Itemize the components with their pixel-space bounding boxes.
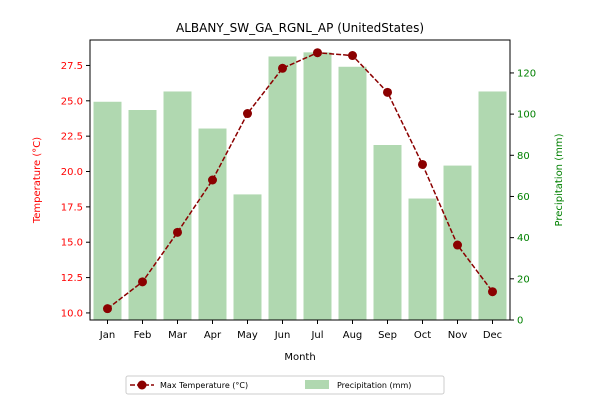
y-left-tick-label: 10.0 bbox=[61, 308, 83, 319]
temperature-line bbox=[107, 51, 494, 310]
x-tick-label-nov: Nov bbox=[448, 330, 468, 341]
y-left-tick-label: 15.0 bbox=[61, 238, 83, 249]
temperature-point-apr bbox=[208, 175, 217, 185]
x-tick-label-feb: Feb bbox=[134, 330, 152, 341]
precipitation-bar-apr bbox=[198, 128, 227, 320]
precipitation-bar-mar bbox=[163, 91, 192, 321]
temperature-point-feb bbox=[138, 277, 147, 287]
x-axis-label: Month bbox=[284, 352, 315, 363]
y-left-tick-label: 22.5 bbox=[61, 132, 83, 143]
y-left-tick-label: 17.5 bbox=[61, 202, 83, 213]
x-tick-label-jan: Jan bbox=[99, 330, 115, 341]
x-tick-label-may: May bbox=[237, 330, 258, 341]
legend-temperature-marker bbox=[137, 380, 147, 390]
plot-frame bbox=[89, 39, 511, 321]
y-right-tick-label: 120 bbox=[517, 68, 536, 79]
precipitation-bar-jul bbox=[303, 52, 332, 321]
x-tick-label-sep: Sep bbox=[378, 330, 397, 341]
precipitation-bar-jan bbox=[93, 101, 122, 320]
legend-temperature-label: Max Temperature (°C) bbox=[160, 381, 248, 390]
x-tick-label-aug: Aug bbox=[343, 330, 363, 341]
precipitation-bar-oct bbox=[408, 198, 437, 320]
x-tick-label-apr: Apr bbox=[204, 330, 222, 341]
y-left-tick-label: 27.5 bbox=[61, 61, 83, 72]
y-axis-right-label: Precipitation (mm) bbox=[554, 133, 565, 226]
y-right-tick-label: 40 bbox=[517, 233, 530, 244]
temperature-point-jun bbox=[278, 63, 287, 73]
temperature-point-may bbox=[243, 109, 252, 119]
temperature-series bbox=[103, 48, 497, 314]
y-right-tick-label: 100 bbox=[517, 110, 536, 121]
precipitation-bars bbox=[93, 52, 507, 321]
precipitation-bar-may bbox=[233, 194, 262, 320]
y-right-tick-label: 60 bbox=[517, 192, 530, 203]
y-right-tick-label: 20 bbox=[517, 274, 530, 285]
x-tick-label-mar: Mar bbox=[168, 330, 188, 341]
axes: Jan Feb Mar Apr May Jun Jul Aug Sep Oct Nov Dec 10.0… bbox=[61, 39, 536, 341]
legend-precipitation-swatch bbox=[305, 380, 329, 389]
legend-precipitation-label: Precipitation (mm) bbox=[337, 381, 411, 390]
temperature-point-jan bbox=[103, 304, 112, 314]
temperature-point-sep bbox=[383, 87, 392, 97]
legend: Max Temperature (°C) Precipitation (mm) bbox=[125, 375, 445, 395]
x-tick-label-dec: Dec bbox=[483, 330, 502, 341]
y-axis-left-label: Temperature (°C) bbox=[32, 137, 43, 224]
temperature-point-jul bbox=[313, 48, 322, 58]
y-left-tick-label: 20.0 bbox=[61, 167, 83, 178]
precipitation-bar-aug bbox=[338, 66, 367, 320]
temperature-point-oct bbox=[418, 159, 427, 169]
y-left-tick-label: 25.0 bbox=[61, 96, 83, 107]
temperature-point-mar bbox=[173, 227, 182, 237]
y-right-tick-label: 0 bbox=[517, 316, 523, 327]
temperature-point-dec bbox=[488, 287, 497, 297]
chart-title: ALBANY_SW_GA_RGNL_AP (UnitedStates) bbox=[176, 21, 424, 35]
precipitation-bar-jun bbox=[268, 56, 297, 321]
y-right-tick-label: 80 bbox=[517, 151, 530, 162]
precipitation-bar-dec bbox=[478, 91, 507, 321]
precipitation-bar-sep bbox=[373, 145, 402, 320]
temperature-point-aug bbox=[348, 51, 357, 61]
temperature-point-nov bbox=[453, 240, 462, 250]
x-tick-label-oct: Oct bbox=[414, 330, 431, 341]
x-tick-label-jun: Jun bbox=[274, 330, 291, 341]
x-tick-label-jul: Jul bbox=[310, 330, 323, 341]
y-left-tick-label: 12.5 bbox=[61, 273, 83, 284]
